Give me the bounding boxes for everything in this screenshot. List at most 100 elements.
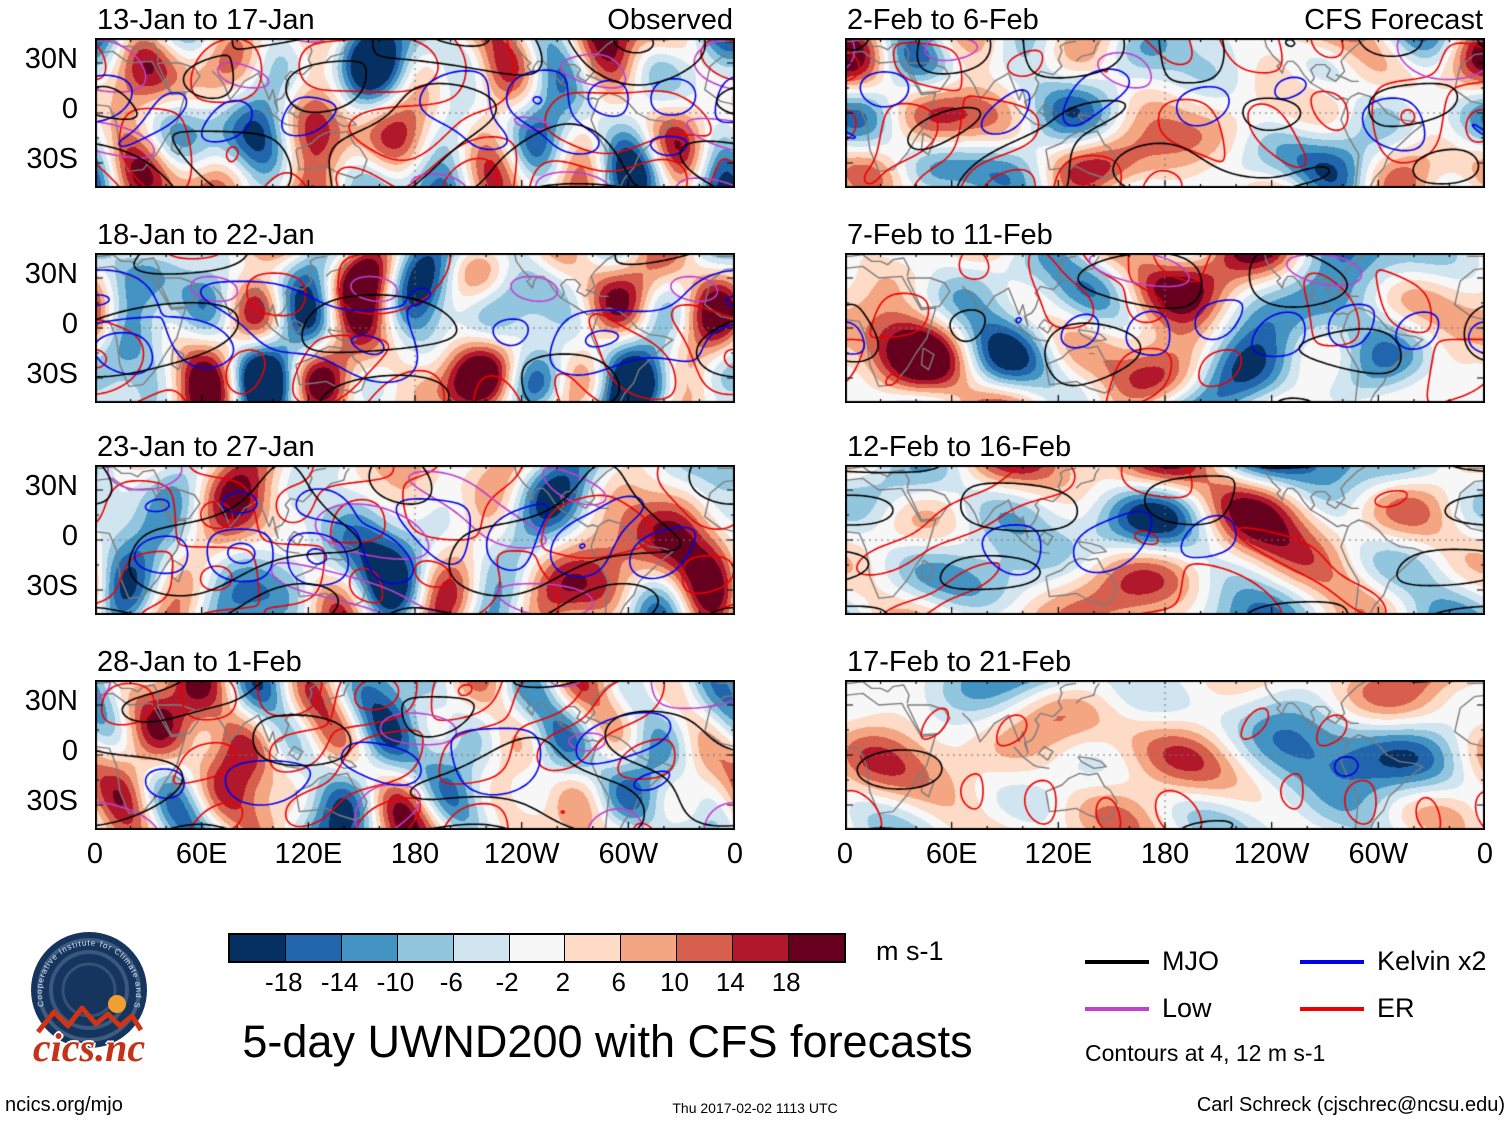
map-panel: 13-Jan to 17-Jan Observed: [95, 3, 735, 188]
colorbar-segment: [284, 935, 341, 961]
y-tick-label: 30N: [24, 257, 78, 290]
y-tick-label: 30N: [24, 684, 78, 717]
cics-logo-wordmark: cics.nc: [32, 1025, 146, 1070]
map-panel: 28-Jan to 1-Feb: [95, 645, 735, 830]
low-line-icon: [1085, 1006, 1149, 1011]
colorbar-tick-label: -10: [376, 967, 415, 997]
colorbar-segment: [452, 935, 509, 961]
colorbar-segment: [564, 935, 621, 961]
y-tick-label: 0: [61, 734, 78, 767]
x-tick-label: 60W: [598, 838, 659, 870]
x-tick-label: 0: [1476, 838, 1494, 870]
map-panel: 12-Feb to 16-Feb: [845, 430, 1485, 615]
y-axis-labels: 30N 0 30S: [0, 677, 88, 827]
source-url: ncics.org/mjo: [5, 1094, 123, 1116]
y-tick-label: 30S: [26, 357, 78, 390]
x-axis-labels: 0 60E 120E 180 120W 60W 0: [87, 838, 743, 874]
legend-label: Low: [1162, 993, 1212, 1023]
colorbar-units: m s-1: [876, 936, 944, 966]
colorbar-segment: [732, 935, 789, 961]
colorbar-labels: -18 -14 -10 -6 -2 2 6 10 14 18: [228, 963, 846, 997]
y-tick-label: 0: [61, 519, 78, 552]
map-canvas: [95, 253, 735, 403]
figure-title: 5-day UWND200 with CFS forecasts: [242, 1016, 973, 1067]
map-panel: 18-Jan to 22-Jan: [95, 218, 735, 403]
x-tick-label: 60W: [1348, 838, 1409, 870]
panel-title: 7-Feb to 11-Feb: [847, 219, 1053, 251]
panel-title: 23-Jan to 27-Jan: [97, 431, 315, 463]
mjo-line-icon: [1085, 959, 1149, 964]
y-tick-label: 0: [61, 92, 78, 125]
x-tick-label: 180: [390, 838, 440, 870]
colorbar-segment: [230, 935, 285, 961]
x-tick-label: 0: [726, 838, 744, 870]
y-tick-label: 30N: [24, 42, 78, 75]
legend-label: Kelvin x2: [1377, 946, 1487, 976]
colorbar-tick-label: -18: [265, 967, 303, 997]
y-tick-label: 30N: [24, 469, 78, 502]
map-panel: 23-Jan to 27-Jan: [95, 430, 735, 615]
kelvin-line-icon: [1300, 959, 1364, 964]
legend-item-mjo: MJO: [1085, 946, 1300, 977]
y-tick-label: 30S: [26, 142, 78, 175]
legend-label: MJO: [1162, 946, 1219, 976]
map-canvas: [95, 465, 735, 615]
map-canvas: [845, 38, 1485, 188]
contour-legend: MJO Kelvin x2 Low ER Contours at 4, 12 m…: [1085, 946, 1505, 1067]
colorbar-segment: [340, 935, 397, 961]
map-panel: 17-Feb to 21-Feb: [845, 645, 1485, 830]
colorbar-tick-label: 14: [715, 967, 745, 997]
y-tick-label: 30S: [26, 784, 78, 817]
legend-item-kelvin: Kelvin x2: [1300, 946, 1505, 977]
x-tick-label: 120W: [1233, 838, 1310, 870]
colorbar-tick-label: -14: [320, 967, 359, 997]
x-tick-label: 60E: [175, 838, 228, 870]
mountains-icon: [36, 1005, 144, 1034]
column-header: CFS Forecast: [1304, 4, 1483, 36]
panel-title: 17-Feb to 21-Feb: [847, 646, 1072, 678]
panel-title: 13-Jan to 17-Jan: [97, 4, 315, 36]
panel-title: 18-Jan to 22-Jan: [97, 219, 315, 251]
y-axis-labels: 30N 0 30S: [0, 462, 88, 612]
map-canvas: [845, 253, 1485, 403]
x-tick-label: 120E: [274, 838, 343, 870]
y-axis-labels: 30N 0 30S: [0, 250, 88, 400]
colorbar-segment: [396, 935, 453, 961]
legend-item-er: ER: [1300, 993, 1505, 1024]
panel-title: 28-Jan to 1-Feb: [97, 646, 302, 678]
map-panel: 2-Feb to 6-Feb CFS Forecast: [845, 3, 1485, 188]
x-tick-label: 0: [86, 838, 104, 870]
x-tick-label: 120E: [1024, 838, 1093, 870]
map-canvas: [95, 680, 735, 830]
y-tick-label: 0: [61, 307, 78, 340]
legend-item-low: Low: [1085, 993, 1300, 1024]
map-panel: 7-Feb to 11-Feb: [845, 218, 1485, 403]
cics-logo: Cooperative Institute for Climate and Sa…: [6, 917, 172, 1084]
map-canvas: [95, 38, 735, 188]
map-canvas: [845, 680, 1485, 830]
y-tick-label: 30S: [26, 569, 78, 602]
colorbar-segment: [508, 935, 565, 961]
panel-title: 12-Feb to 16-Feb: [847, 431, 1072, 463]
colorbar-tick-label: 6: [611, 967, 626, 997]
colorbar: -18 -14 -10 -6 -2 2 6 10 14 18: [228, 933, 846, 997]
column-header: Observed: [607, 4, 733, 36]
panel-title: 2-Feb to 6-Feb: [847, 4, 1039, 36]
colorbar-segment: [788, 935, 844, 961]
y-axis-labels: 30N 0 30S: [0, 35, 88, 185]
map-canvas: [845, 465, 1485, 615]
colorbar-segment: [620, 935, 677, 961]
er-line-icon: [1300, 1006, 1364, 1011]
colorbar-boxes: [228, 933, 846, 963]
x-tick-label: 180: [1140, 838, 1190, 870]
contour-note: Contours at 4, 12 m s-1: [1085, 1040, 1326, 1066]
author-credit: Carl Schreck (cjschrec@ncsu.edu): [1196, 1094, 1505, 1116]
colorbar-tick-label: 10: [660, 967, 689, 997]
colorbar-segment: [676, 935, 733, 961]
colorbar-tick-label: -2: [495, 967, 519, 997]
x-tick-label: 0: [836, 838, 854, 870]
legend-label: ER: [1377, 993, 1415, 1023]
x-tick-label: 120W: [483, 838, 560, 870]
cics-logo-graphic: Cooperative Institute for Climate and Sa…: [11, 917, 147, 1048]
